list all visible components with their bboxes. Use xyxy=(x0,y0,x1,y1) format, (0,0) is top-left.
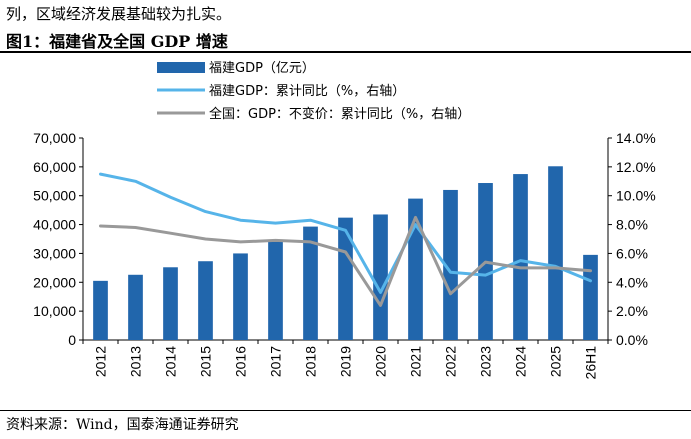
figure-title: 图1：福建省及全国 GDP 增速 xyxy=(6,32,228,51)
right-axis-tick-label: 10.0% xyxy=(616,188,656,204)
legend-swatch xyxy=(157,62,205,73)
bar xyxy=(198,261,213,340)
x-axis-tick-label: 2016 xyxy=(233,346,249,377)
title-rule xyxy=(0,51,691,53)
bar xyxy=(233,253,248,340)
bar xyxy=(163,267,178,340)
bar xyxy=(373,214,388,340)
left-axis-tick-label: 40,000 xyxy=(33,217,76,233)
x-axis-tick-label: 26H1 xyxy=(583,346,599,380)
x-axis-tick-label: 2012 xyxy=(93,346,109,377)
bar xyxy=(303,226,318,340)
line-series xyxy=(99,172,592,307)
x-axis-tick-label: 2021 xyxy=(408,346,424,377)
bar xyxy=(443,189,458,340)
left-axis-tick-label: 60,000 xyxy=(33,159,76,175)
x-axis-tick-label: 2019 xyxy=(338,346,354,377)
right-axis-tick-label: 8.0% xyxy=(616,217,648,233)
right-axis-tick-label: 12.0% xyxy=(616,159,656,175)
x-axis-tick-label: 2024 xyxy=(513,346,529,377)
bar xyxy=(128,274,143,340)
right-axis-tick-label: 2.0% xyxy=(616,303,648,319)
right-axis-tick-label: 4.0% xyxy=(616,274,648,290)
x-axis-tick-label: 2022 xyxy=(443,346,459,377)
right-axis-tick-label: 0.0% xyxy=(616,332,648,348)
x-axis-tick-label: 2014 xyxy=(163,346,179,377)
bar xyxy=(513,174,528,340)
source-rule xyxy=(0,410,691,411)
right-axis-tick-label: 14.0% xyxy=(616,130,656,146)
intro-text: 列，区域经济发展基础较为扎实。 xyxy=(6,5,232,23)
x-axis-tick-label: 2020 xyxy=(373,346,389,377)
left-axis-tick-label: 70,000 xyxy=(33,130,76,146)
x-axis-tick-label: 2013 xyxy=(128,346,144,377)
left-axis-tick-label: 10,000 xyxy=(33,303,76,319)
legend-label: 福建GDP（亿元） xyxy=(209,61,315,76)
left-axis-tick-label: 50,000 xyxy=(33,188,76,204)
legend-label: 全国：GDP：不变价：累计同比（%，右轴） xyxy=(209,106,470,122)
bar xyxy=(268,241,283,340)
series-line xyxy=(99,215,592,307)
right-axis-tick-label: 6.0% xyxy=(616,245,648,261)
bar xyxy=(93,280,108,340)
x-axis-tick-label: 2023 xyxy=(478,346,494,377)
bar xyxy=(338,217,353,340)
x-axis-tick-label: 2017 xyxy=(268,346,284,377)
left-axis-tick-label: 0 xyxy=(68,332,76,348)
x-axis-tick-label: 2015 xyxy=(198,346,214,377)
legend-label: 福建GDP：累计同比（%，右轴） xyxy=(209,84,405,99)
chart-axes: 0 10,000 20,000 30,000 40,000 50,000 60,000 70,… xyxy=(33,130,656,379)
bar xyxy=(583,254,598,340)
left-axis-tick-label: 20,000 xyxy=(33,274,76,290)
x-axis-tick-label: 2025 xyxy=(548,346,564,377)
x-axis-tick-label: 2018 xyxy=(303,346,319,377)
left-axis-tick-label: 30,000 xyxy=(33,245,76,261)
legend: 福建GDP（亿元） 福建GDP：累计同比（%，右轴） 全国：GDP：不变价：累计同比… xyxy=(157,61,470,122)
bar xyxy=(548,166,563,340)
source-note: 资料来源：Wind，国泰海通证券研究 xyxy=(6,417,239,433)
